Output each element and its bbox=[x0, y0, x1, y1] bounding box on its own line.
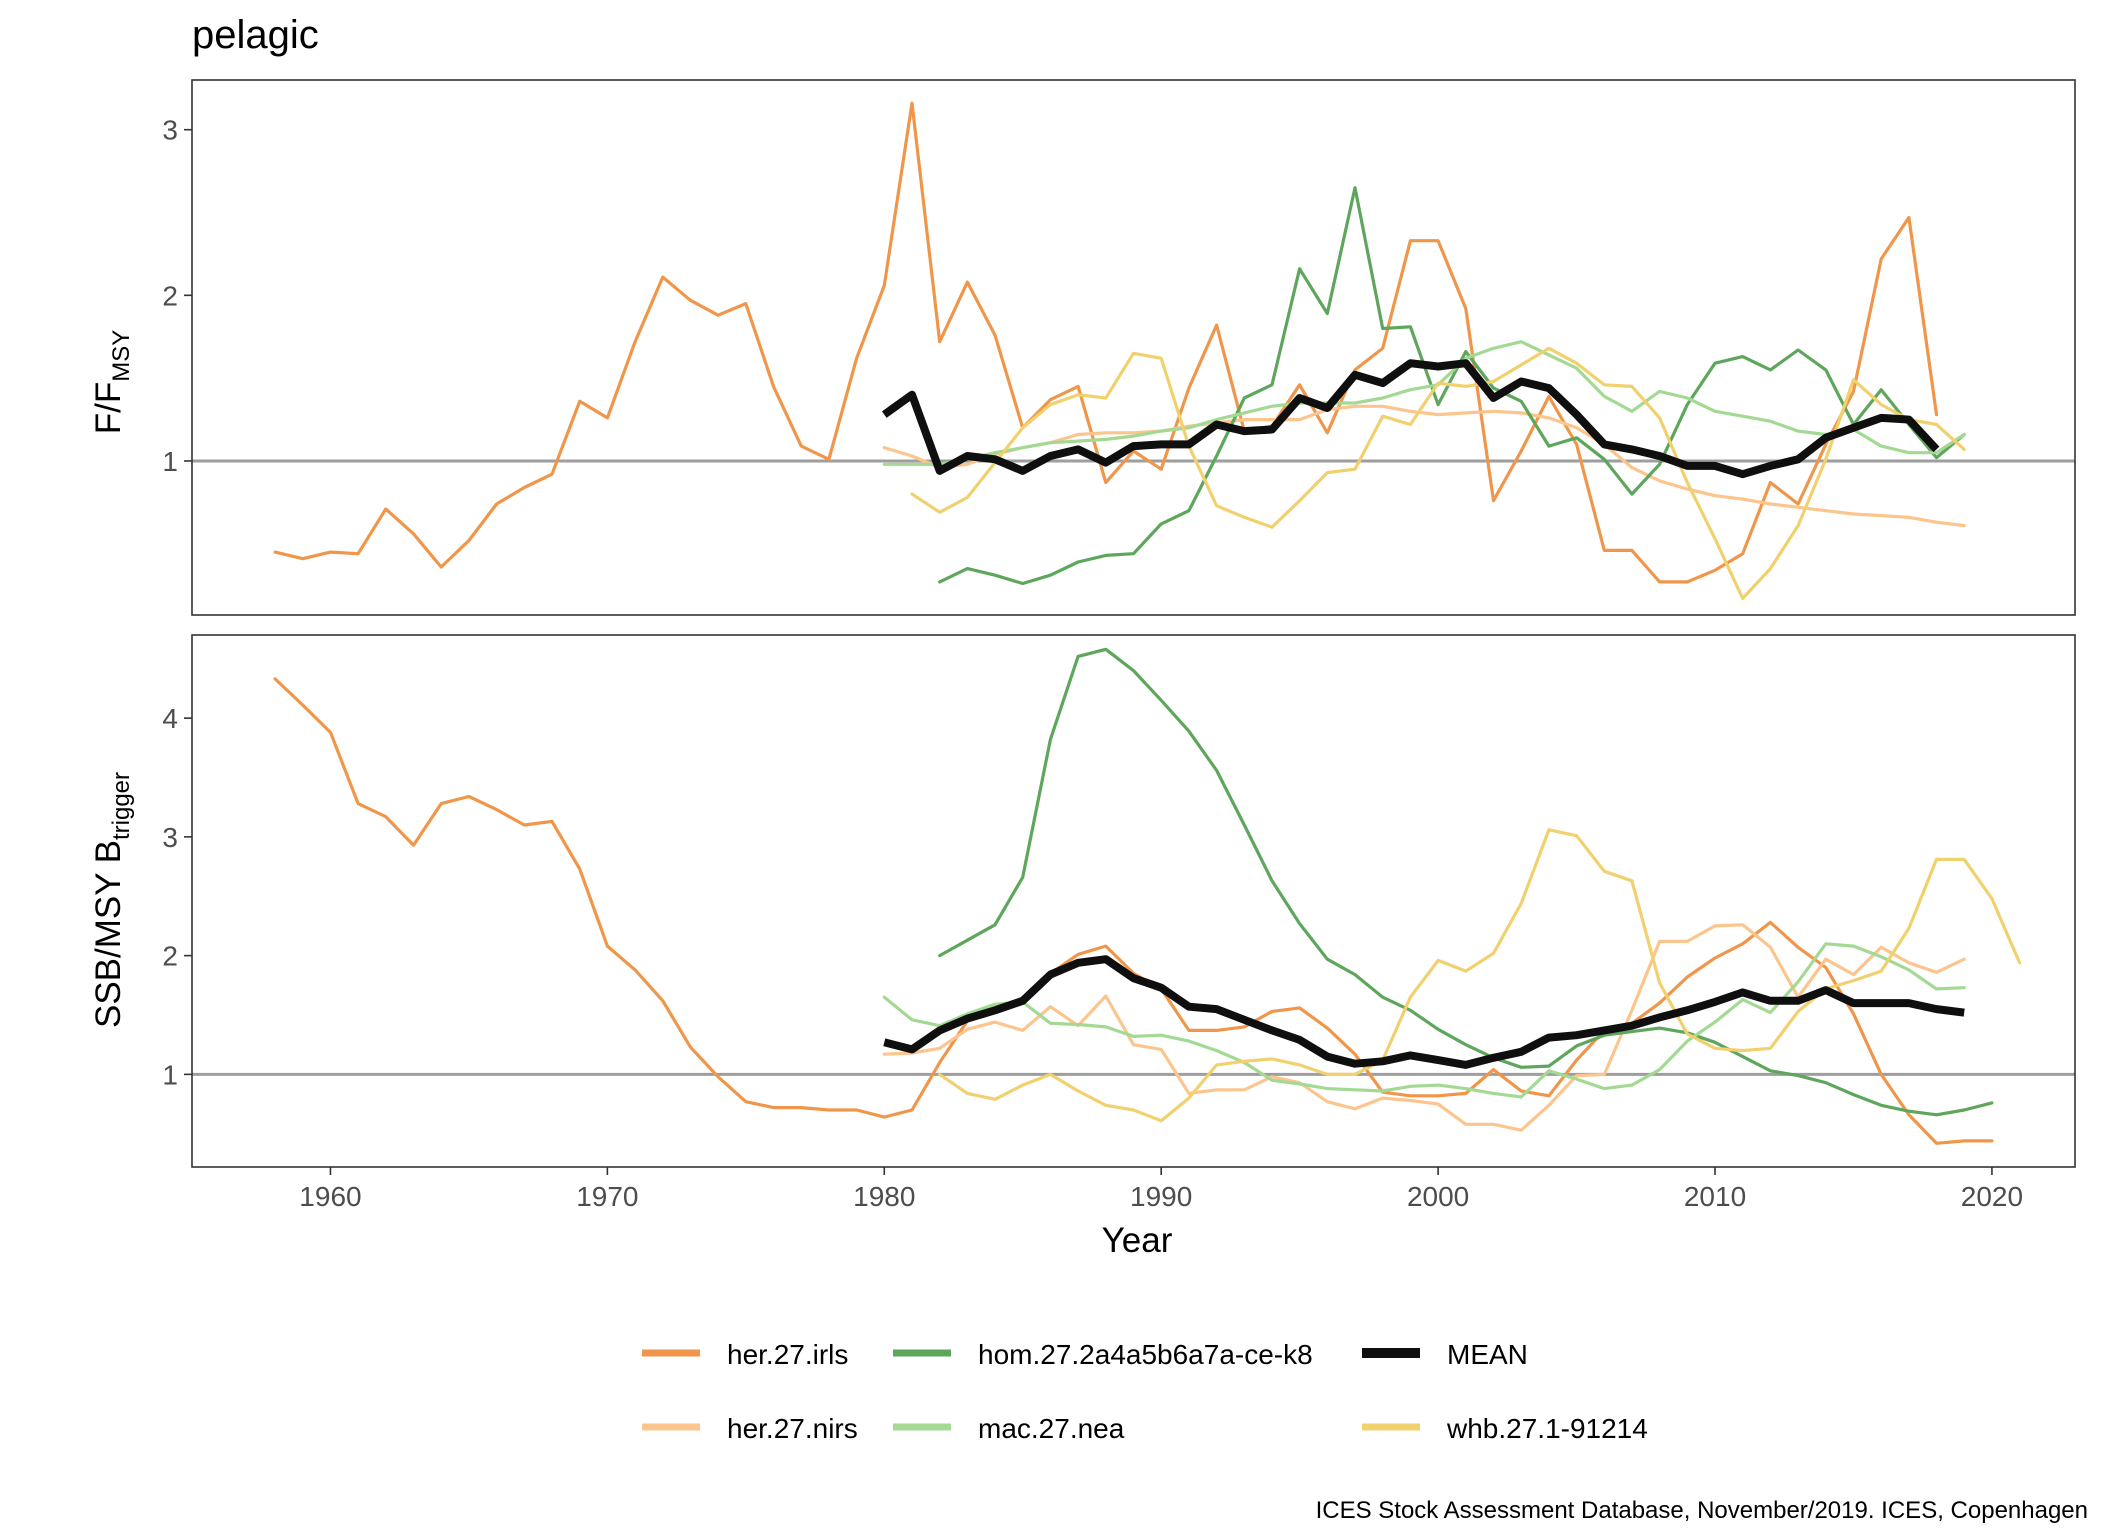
legend-label: her.27.nirs bbox=[727, 1413, 858, 1444]
series-line-her-27-nirs bbox=[882, 404, 1966, 528]
series-line-mac-27-nea bbox=[882, 340, 1966, 466]
legend-item-mac-27-nea: mac.27.nea bbox=[893, 1413, 1125, 1444]
panel-border bbox=[191, 79, 2076, 616]
y-axis-label-ssb-btrigger: SSB/MSY Btrigger bbox=[89, 772, 135, 1028]
series-line-MEAN bbox=[883, 955, 1965, 1069]
series-line-hom-27-2a4a5b6a7a-ce-k8 bbox=[938, 186, 1966, 586]
x-tick-label: 1970 bbox=[576, 1181, 638, 1212]
series-line-her-27-nirs bbox=[882, 923, 1966, 1132]
panel-f-fmsy: 1 2 3 bbox=[162, 79, 2076, 616]
series-line-whb-27-1-91214 bbox=[938, 828, 2022, 1123]
x-tick-label: 1980 bbox=[853, 1181, 915, 1212]
x-tick-label: 2020 bbox=[1961, 1181, 2023, 1212]
panel-border bbox=[191, 634, 2076, 1168]
legend-item-her-27-nirs: her.27.nirs bbox=[642, 1413, 858, 1444]
series-line-her-27-irls bbox=[273, 101, 1939, 584]
y-axis-label-main: SSB/MSY B bbox=[89, 840, 128, 1028]
series-line-hom-27-2a4a5b6a7a-ce-k8 bbox=[938, 647, 1994, 1117]
y-tick-label: 2 bbox=[162, 280, 178, 311]
svg-text:SSB/MSY Btrigger: SSB/MSY Btrigger bbox=[89, 772, 135, 1028]
y-axis-label-subscript: trigger bbox=[108, 772, 135, 840]
legend-label: whb.27.1-91214 bbox=[1446, 1413, 1648, 1444]
legend-label: her.27.irls bbox=[727, 1339, 848, 1370]
series-line-MEAN bbox=[881, 359, 1940, 479]
svg-text:F/FMSY: F/FMSY bbox=[89, 330, 135, 435]
y-tick-label: 1 bbox=[162, 1059, 178, 1090]
x-tick-label: 2010 bbox=[1684, 1181, 1746, 1212]
x-tick-label: 1990 bbox=[1130, 1181, 1192, 1212]
legend-label: MEAN bbox=[1447, 1339, 1528, 1370]
source-caption: ICES Stock Assessment Database, November… bbox=[1316, 1497, 2088, 1524]
panel-ssb-btrigger: 1 2 3 4 1960 1970 1980 1990 2000 2010 2020 bbox=[162, 634, 2076, 1212]
y-axis-label-main: F/F bbox=[89, 382, 128, 434]
legend-item-her-27-irls: her.27.irls bbox=[642, 1339, 848, 1370]
x-axis-label: Year bbox=[1102, 1221, 1173, 1260]
legend-item-hom-27-2a4a5b6a7a-ce-k8: hom.27.2a4a5b6a7a-ce-k8 bbox=[893, 1339, 1313, 1370]
y-tick-label: 1 bbox=[162, 446, 178, 477]
legend-label: hom.27.2a4a5b6a7a-ce-k8 bbox=[978, 1339, 1313, 1370]
legend-label: mac.27.nea bbox=[978, 1413, 1125, 1444]
y-axis-label-f-fmsy: F/FMSY bbox=[89, 330, 135, 435]
legend-item-MEAN: MEAN bbox=[1362, 1339, 1528, 1370]
series-line-whb-27-1-91214 bbox=[910, 346, 1966, 601]
legend-item-whb-27-1-91214: whb.27.1-91214 bbox=[1362, 1413, 1648, 1444]
y-tick-label: 4 bbox=[162, 703, 178, 734]
y-tick-label: 3 bbox=[162, 115, 178, 146]
x-tick-label: 2000 bbox=[1407, 1181, 1469, 1212]
y-tick-label: 3 bbox=[162, 822, 178, 853]
y-tick-label: 2 bbox=[162, 941, 178, 972]
y-axis-label-subscript: MSY bbox=[108, 330, 135, 382]
plot-background bbox=[192, 635, 2075, 1167]
legend: her.27.irls hom.27.2a4a5b6a7a-ce-k8 MEAN he… bbox=[642, 1339, 1648, 1444]
chart-title: pelagic bbox=[192, 13, 319, 57]
plot-background bbox=[192, 80, 2075, 615]
x-tick-label: 1960 bbox=[299, 1181, 361, 1212]
